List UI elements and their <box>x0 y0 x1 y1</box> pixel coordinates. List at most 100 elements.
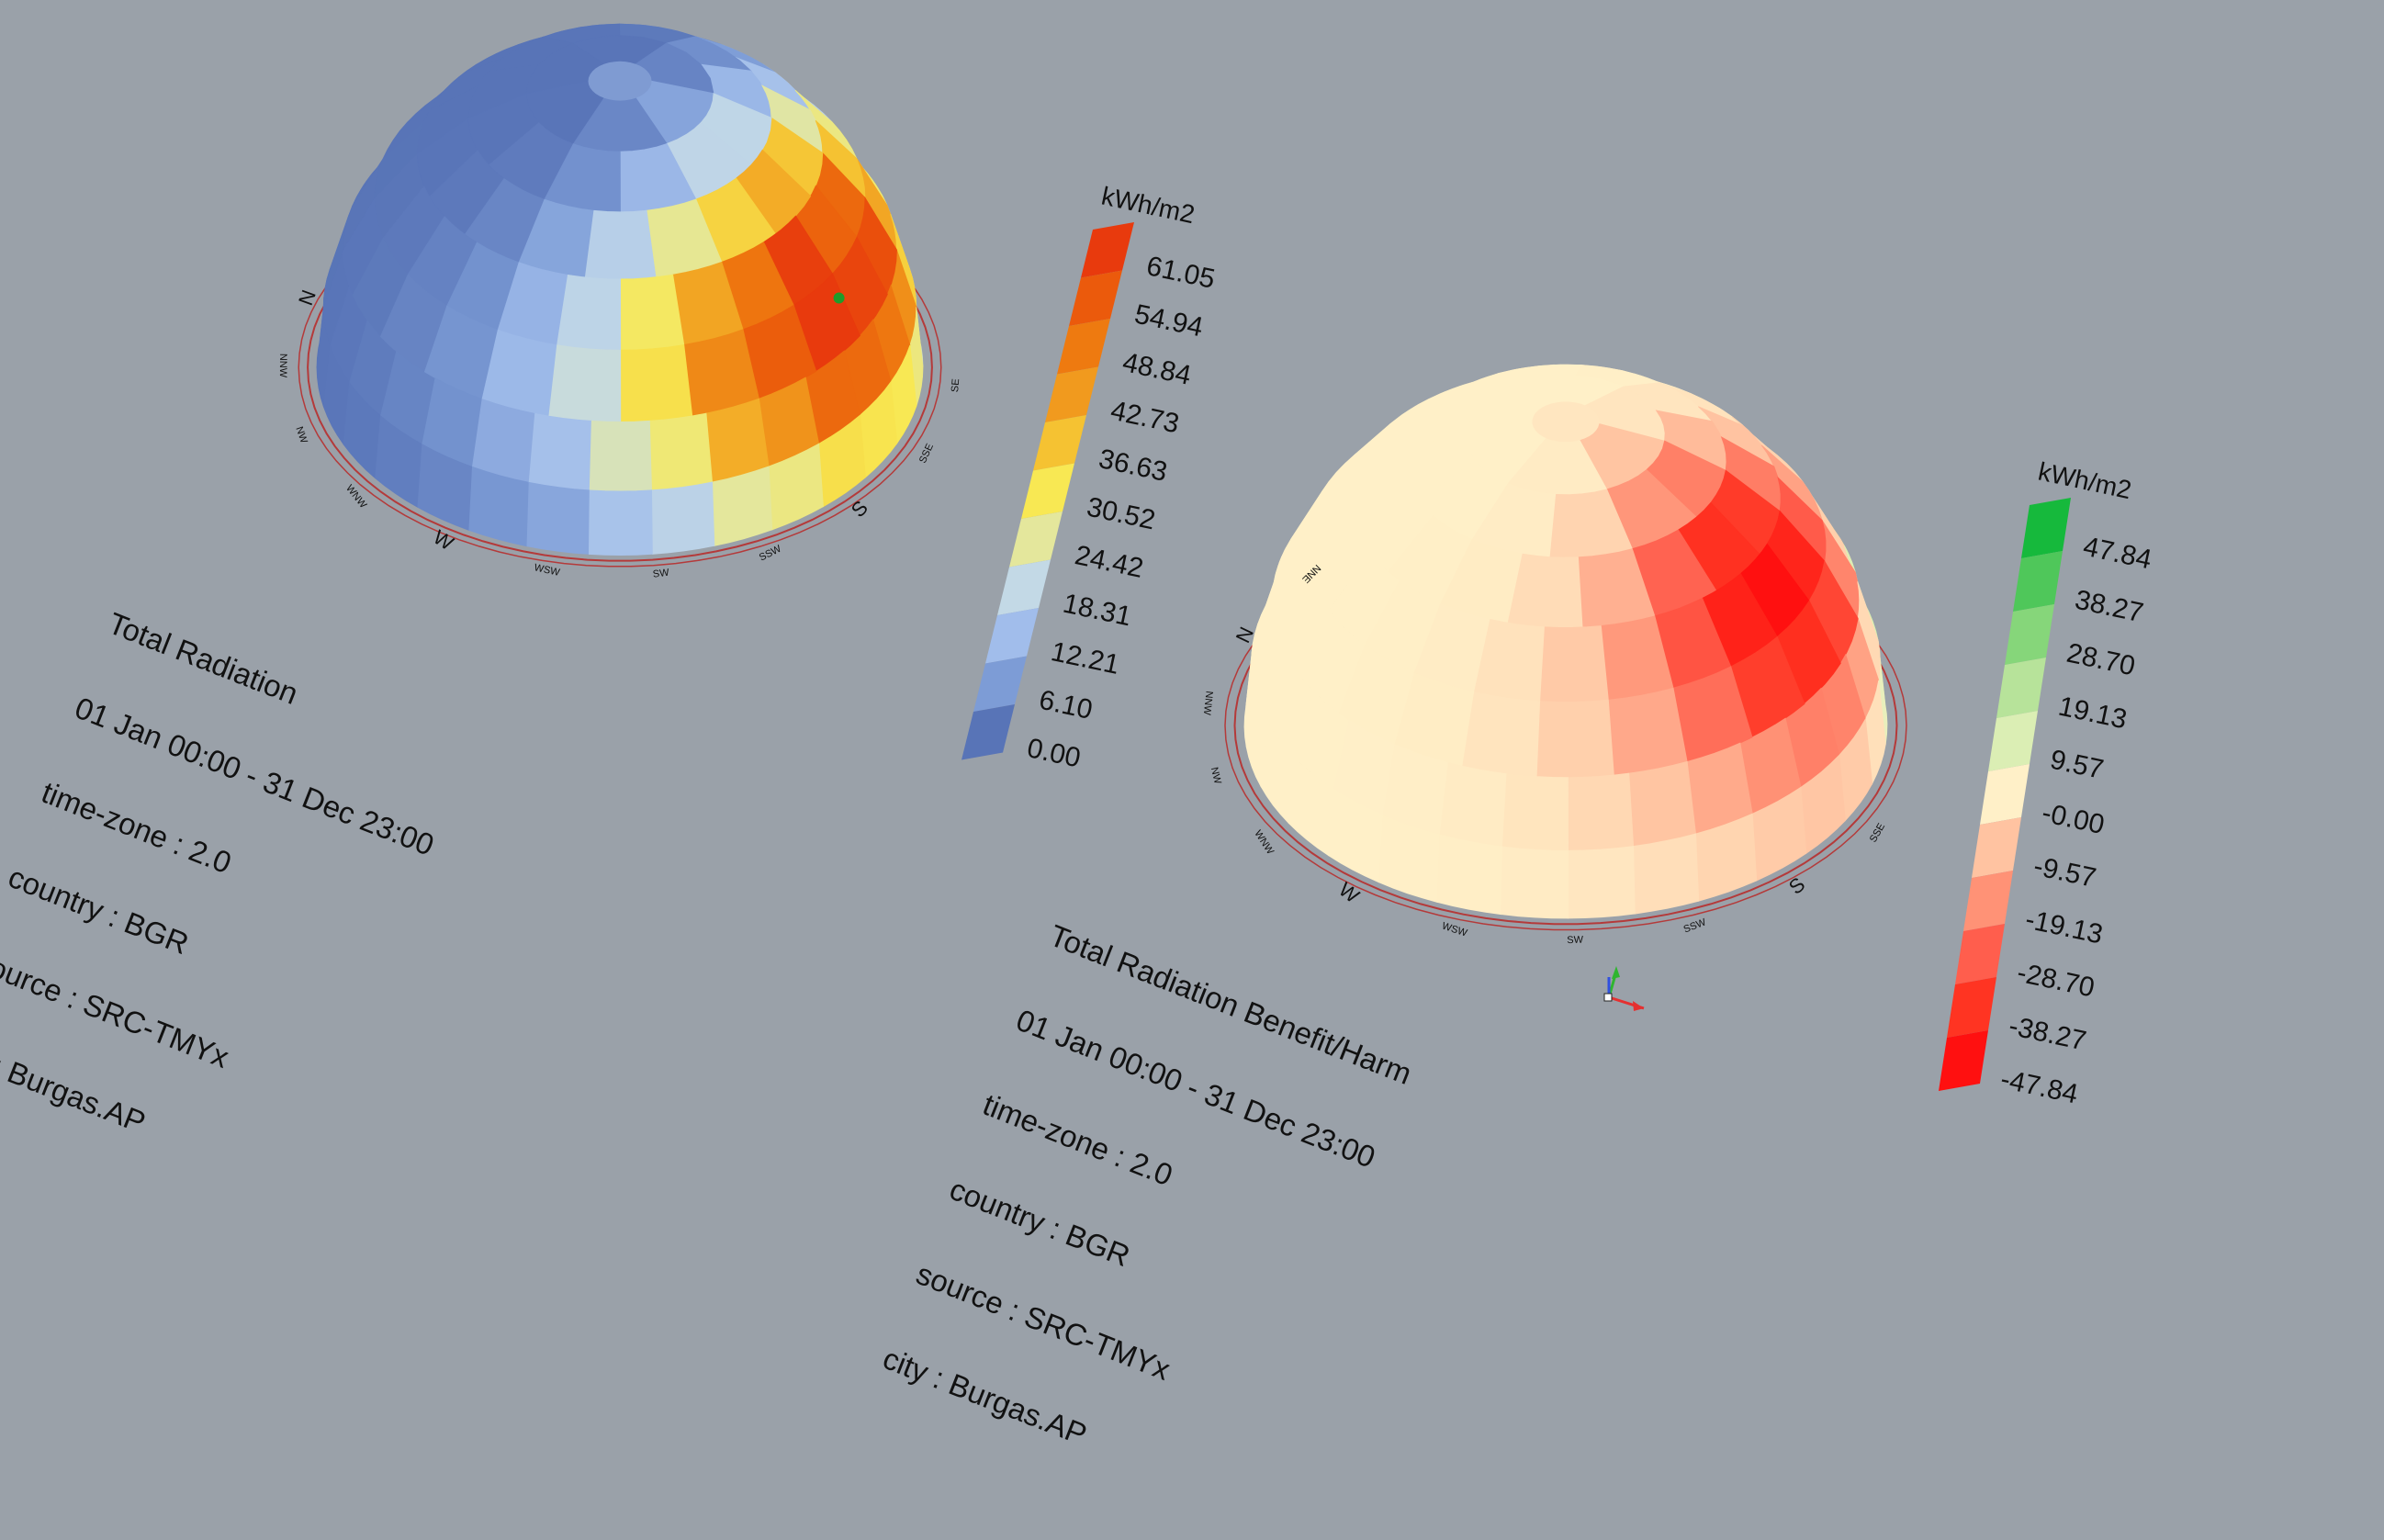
sky-patch <box>1276 570 1330 675</box>
legend-swatch <box>1963 871 2013 931</box>
compass-label: WNW <box>343 483 369 511</box>
legend-tick-label: 36.63 <box>1096 444 1170 488</box>
legend-swatch <box>973 656 1027 712</box>
legend-swatch <box>2021 498 2071 558</box>
legend-tick-label: 24.42 <box>1073 540 1146 584</box>
legend-swatch <box>1069 270 1122 326</box>
sky-patch <box>1288 757 1334 857</box>
compass-label: SSE <box>917 442 936 465</box>
compass-label: SW <box>652 568 670 580</box>
sky-patch <box>588 489 653 556</box>
legend-unit: kWh/m2 <box>2036 457 2134 505</box>
sky-patch <box>1245 682 1268 788</box>
sky-patch <box>1628 760 1697 847</box>
legend-tick-label: -9.57 <box>2031 851 2099 894</box>
compass-label: NNW <box>277 354 288 378</box>
legend-swatch <box>1033 415 1086 471</box>
sky-patch <box>557 274 622 351</box>
compass-label: WSW <box>1441 920 1469 939</box>
sky-patch <box>467 93 540 166</box>
sun-position-marker <box>833 292 845 304</box>
sky-patch <box>584 209 657 280</box>
sky-patch <box>417 444 473 532</box>
compass-label: WSW <box>534 562 562 579</box>
sky-patch <box>1501 773 1569 851</box>
sky-patch <box>352 237 409 338</box>
legend-tick-label: 28.70 <box>2064 638 2138 682</box>
legend-swatch <box>1045 366 1098 422</box>
sky-patch <box>1436 834 1503 916</box>
compass-label: NW <box>1209 766 1223 785</box>
sky-patch <box>468 466 530 547</box>
sky-patch <box>1568 846 1636 919</box>
sky-patch <box>1243 643 1254 748</box>
compass-label: W <box>1334 878 1364 908</box>
legend-swatch <box>1021 463 1074 519</box>
legend-tick-label: 48.84 <box>1120 347 1194 391</box>
legend-unit: kWh/m2 <box>1099 182 1198 230</box>
sky-patch <box>375 415 423 509</box>
sky-patch <box>343 381 381 479</box>
sky-patch <box>1607 687 1688 776</box>
sky-patch <box>548 344 622 422</box>
sky-patch <box>343 197 384 297</box>
legend-swatch <box>2005 604 2054 665</box>
legend-tick-label: 0.00 <box>1025 733 1084 773</box>
compass-label: NNW <box>1201 691 1215 716</box>
legend-swatch <box>961 704 1015 760</box>
compass-label: S <box>1784 872 1809 899</box>
legend-swatch <box>997 559 1051 615</box>
compass-label: WNW <box>1252 828 1276 857</box>
sky-patch <box>374 120 424 200</box>
legend-swatch <box>1988 711 2038 771</box>
legend-tick-label: 42.73 <box>1108 396 1182 440</box>
sky-patch <box>589 420 653 492</box>
legend-tick-label: 30.52 <box>1085 492 1158 536</box>
legend-tick-label: 6.10 <box>1037 685 1096 725</box>
sky-patch <box>1536 699 1614 778</box>
legend-tick-label: -38.27 <box>2007 1011 2089 1057</box>
sky-patch <box>1540 625 1609 703</box>
benefit-harm-dome[interactable] <box>1224 364 1907 931</box>
compass-label: SSE <box>1868 821 1887 844</box>
compass-label: N <box>1231 624 1258 646</box>
legend-tick-label: 9.57 <box>2048 745 2107 785</box>
legend-tick-label: -19.13 <box>2023 905 2106 950</box>
radiation-dome[interactable] <box>298 23 942 568</box>
sky-patch <box>528 412 592 491</box>
legend-swatch <box>1939 1030 1988 1091</box>
sky-patch <box>1567 772 1635 851</box>
sky-patch <box>1260 720 1296 825</box>
legend-tick-label: 54.94 <box>1132 299 1206 343</box>
dome-cap <box>588 61 652 101</box>
sky-patch <box>322 214 350 309</box>
compass-label: N <box>294 287 320 308</box>
compass-label: SW <box>1567 935 1584 946</box>
sky-patch <box>620 274 685 351</box>
legend-tick-label: 47.84 <box>2081 532 2154 576</box>
sky-patch <box>1328 788 1384 883</box>
legend-swatch <box>985 608 1039 664</box>
compass-label: NW <box>293 425 309 445</box>
compass-label: SSW <box>1682 916 1708 935</box>
legend-tick-label: -47.84 <box>1998 1064 2081 1110</box>
sky-patch <box>526 481 590 555</box>
legend-tick-label: 18.31 <box>1061 589 1134 633</box>
sky-patch <box>316 308 331 408</box>
sky-patch <box>1501 846 1569 919</box>
sky-patch <box>1378 815 1441 904</box>
legend-swatch <box>1955 924 2005 984</box>
legend-tick-label: -0.00 <box>2040 798 2108 840</box>
axis-gizmo-icon <box>1603 966 1645 1011</box>
sky-patch <box>1272 530 1310 632</box>
legend-benefit-harm: 47.84 38.27 28.70 19.13 9.57 -0.00 -9.57 -19.13… <box>1939 457 2154 1110</box>
sky-patch <box>1633 833 1700 915</box>
sky-patch <box>648 412 714 491</box>
dome-cap <box>1532 401 1600 443</box>
legend-tick-label: 61.05 <box>1144 251 1218 295</box>
legend-tick-label: 12.21 <box>1049 636 1122 680</box>
legend-tick-label: 38.27 <box>2073 585 2146 629</box>
legend-swatch <box>1972 817 2021 878</box>
compass-label: SE <box>950 378 961 393</box>
